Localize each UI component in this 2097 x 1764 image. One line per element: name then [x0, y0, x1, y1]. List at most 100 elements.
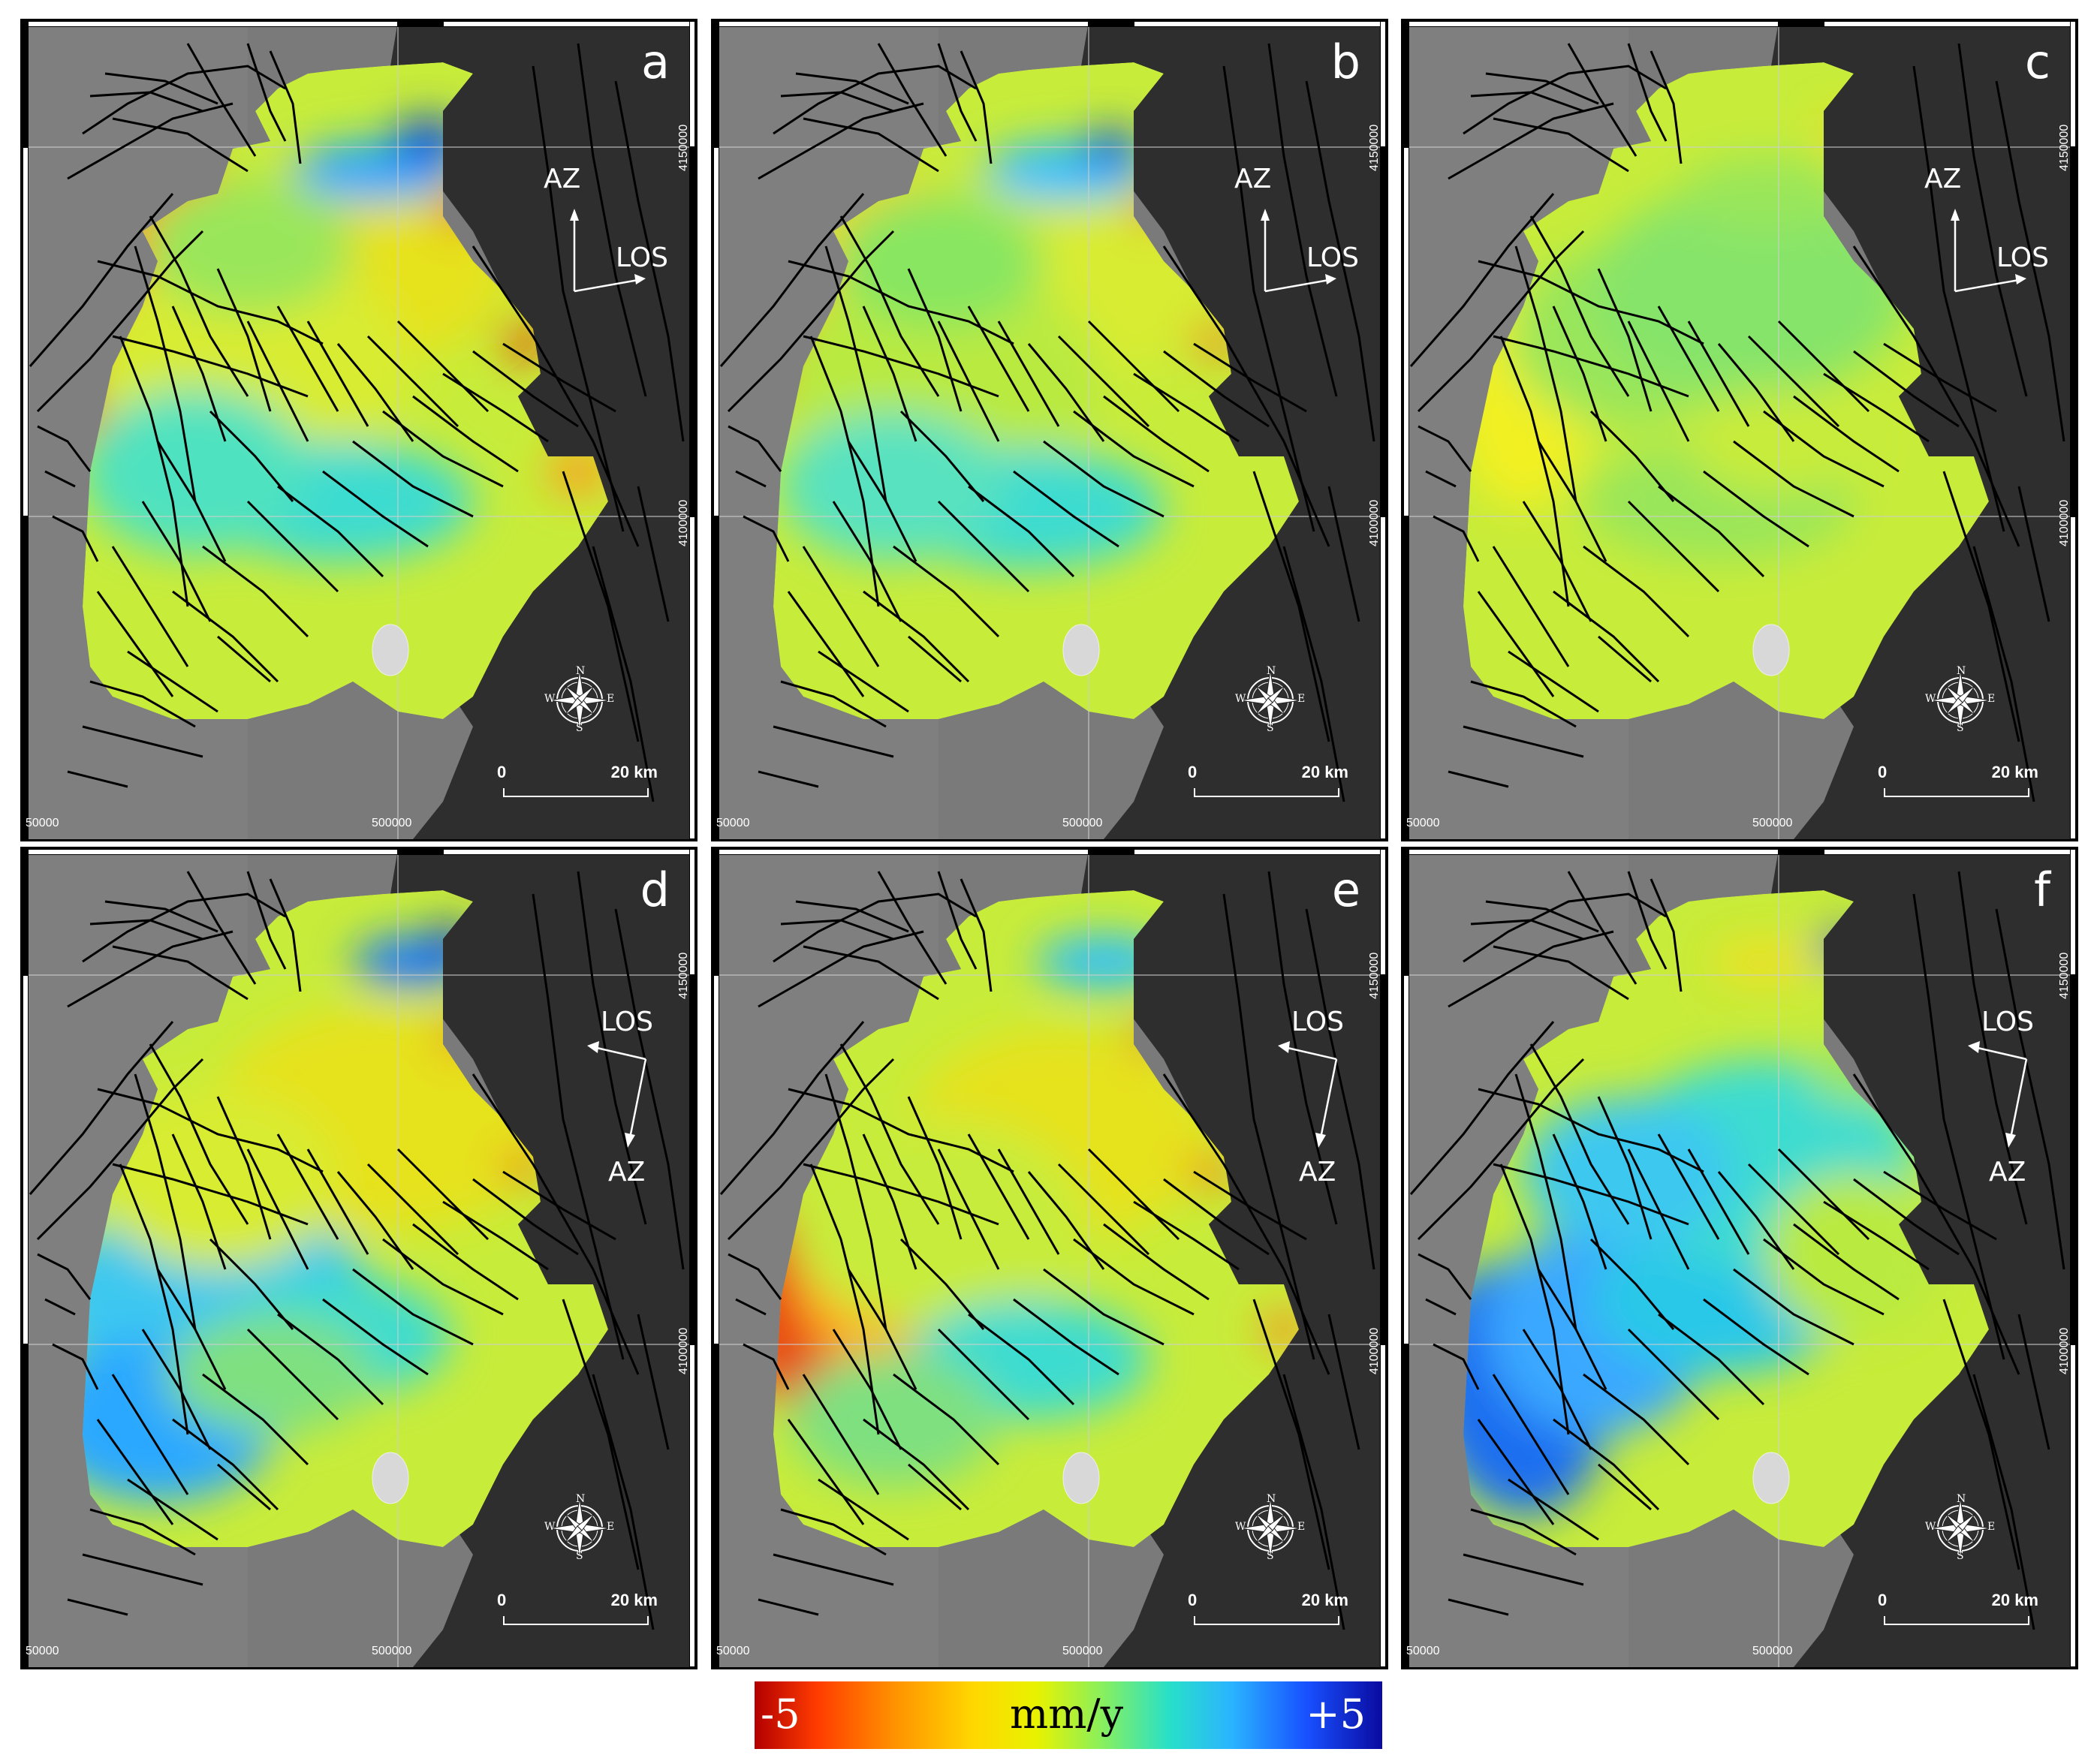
compass-label-s: S [1267, 1550, 1274, 1562]
scale-bar-line [503, 788, 649, 797]
scale-end-label: 20 km [1991, 763, 2038, 781]
direction-label-top: LOS [1981, 1007, 2034, 1037]
map-panel-b: b AZ LOS 4150000 4100000 50000 500000 N S W E 0 20 k… [711, 19, 1388, 841]
map-frame-left [1403, 21, 1409, 839]
northing-label-mid: 4100000 [2058, 1327, 2071, 1374]
map-panel-e: e LOS AZ 4150000 4100000 50000 500000 N S W E 0 20 k… [711, 847, 1388, 1669]
compass-label-w: W [1925, 1521, 1936, 1533]
compass-label-n: N [1267, 1493, 1276, 1505]
velocity-map [713, 21, 1386, 839]
direction-label-bottom: AZ [1299, 1157, 1336, 1188]
compass-label-e: E [607, 693, 615, 705]
panel-letter: e [1331, 862, 1360, 917]
scale-end-label: 20 km [610, 763, 658, 781]
scale-zero-label: 0 [1878, 1591, 1888, 1609]
map-panel-a: a AZ LOS 4150000 4100000 50000 500000 N S W E 0 20 k… [20, 19, 697, 841]
map-frame-left [23, 21, 29, 839]
northing-label-top: 4150000 [2058, 952, 2071, 999]
compass-label-s: S [1957, 1550, 1964, 1562]
panel-letter: f [2034, 862, 2050, 917]
velocity-map [1403, 849, 2076, 1667]
map-frame-left [1403, 849, 1409, 1667]
compass-label-e: E [1297, 1521, 1306, 1533]
compass-label-n: N [576, 1493, 586, 1505]
compass-label-e: E [1987, 1521, 1996, 1533]
scale-bar-line [1884, 788, 2029, 797]
easting-label-left: 50000 [26, 817, 59, 829]
scale-zero-label: 0 [497, 763, 507, 781]
map-frame-top [23, 849, 695, 855]
velocity-map [1403, 21, 2076, 839]
panel-letter: c [2024, 35, 2050, 89]
northing-label-top: 4150000 [2058, 124, 2071, 171]
direction-label-top: AZ [1234, 164, 1272, 194]
map-frame-top [1403, 849, 2076, 855]
colorbar-unit-label: mm/y [1010, 1690, 1124, 1738]
direction-label-top: LOS [601, 1007, 653, 1037]
compass-label-n: N [576, 665, 586, 677]
colorbar-max-label: +5 [1306, 1690, 1366, 1738]
map-panel-c: c AZ LOS 4150000 4100000 50000 500000 N S W E 0 20 k… [1401, 19, 2078, 841]
velocity-map [23, 21, 695, 839]
compass-label-w: W [1235, 1521, 1246, 1533]
compass-rose-icon [1240, 1498, 1301, 1559]
northing-label-mid: 4100000 [677, 1327, 690, 1374]
easting-label-mid: 500000 [1062, 1645, 1103, 1657]
compass-rose-icon [1240, 670, 1301, 731]
easting-label-mid: 500000 [1752, 1645, 1793, 1657]
map-panel-f: f LOS AZ 4150000 4100000 50000 500000 N S W E 0 20 k… [1401, 847, 2078, 1669]
direction-label-top: LOS [1291, 1007, 1344, 1037]
easting-label-left: 50000 [1406, 817, 1440, 829]
easting-label-mid: 500000 [372, 1645, 412, 1657]
easting-label-left: 50000 [26, 1645, 59, 1657]
direction-label-bottom: LOS [1996, 242, 2049, 273]
map-frame-right [689, 849, 695, 1667]
map-frame-left [23, 849, 29, 1667]
map-frame-top [1403, 21, 2076, 27]
northing-label-top: 4150000 [1368, 952, 1381, 999]
northing-label-mid: 4100000 [1368, 499, 1381, 546]
colorbar: -5 mm/y +5 [755, 1681, 1382, 1749]
map-frame-left [713, 21, 719, 839]
direction-label-bottom: LOS [616, 242, 668, 273]
colorbar-min-label: -5 [761, 1690, 800, 1738]
compass-label-s: S [1957, 722, 1964, 734]
map-frame-right [2070, 849, 2076, 1667]
panel-letter: b [1330, 35, 1360, 89]
scale-bar: 0 20 km [1878, 1591, 2038, 1628]
northing-label-mid: 4100000 [2058, 499, 2071, 546]
easting-label-left: 50000 [716, 817, 750, 829]
compass-label-e: E [1297, 693, 1306, 705]
direction-label-top: AZ [544, 164, 581, 194]
easting-label-mid: 500000 [1062, 817, 1103, 829]
compass-label-n: N [1957, 665, 1966, 677]
velocity-map [713, 849, 1386, 1667]
scale-bar-line [503, 1616, 649, 1625]
scale-bar: 0 20 km [1188, 763, 1348, 800]
easting-label-left: 50000 [716, 1645, 750, 1657]
scale-bar: 0 20 km [497, 763, 658, 800]
northing-label-top: 4150000 [677, 952, 690, 999]
compass-label-s: S [576, 1550, 583, 1562]
scale-bar: 0 20 km [497, 1591, 658, 1628]
compass-rose-icon [1930, 670, 1991, 731]
northing-label-top: 4150000 [1368, 124, 1381, 171]
scale-zero-label: 0 [1878, 763, 1888, 781]
compass-label-n: N [1267, 665, 1276, 677]
map-frame-right [2070, 21, 2076, 839]
northing-label-mid: 4100000 [1368, 1327, 1381, 1374]
direction-label-bottom: AZ [608, 1157, 646, 1188]
compass-label-e: E [607, 1521, 615, 1533]
compass-label-w: W [1235, 693, 1246, 705]
compass-label-w: W [544, 693, 556, 705]
panel-letter: d [640, 862, 670, 917]
direction-label-bottom: LOS [1306, 242, 1359, 273]
scale-zero-label: 0 [1188, 763, 1198, 781]
compass-label-e: E [1987, 693, 1996, 705]
compass-label-n: N [1957, 1493, 1966, 1505]
map-panel-d: d LOS AZ 4150000 4100000 50000 500000 N S W E 0 20 k… [20, 847, 697, 1669]
compass-rose-icon [1930, 1498, 1991, 1559]
scale-bar: 0 20 km [1188, 1591, 1348, 1628]
compass-label-w: W [1925, 693, 1936, 705]
map-frame-right [689, 21, 695, 839]
